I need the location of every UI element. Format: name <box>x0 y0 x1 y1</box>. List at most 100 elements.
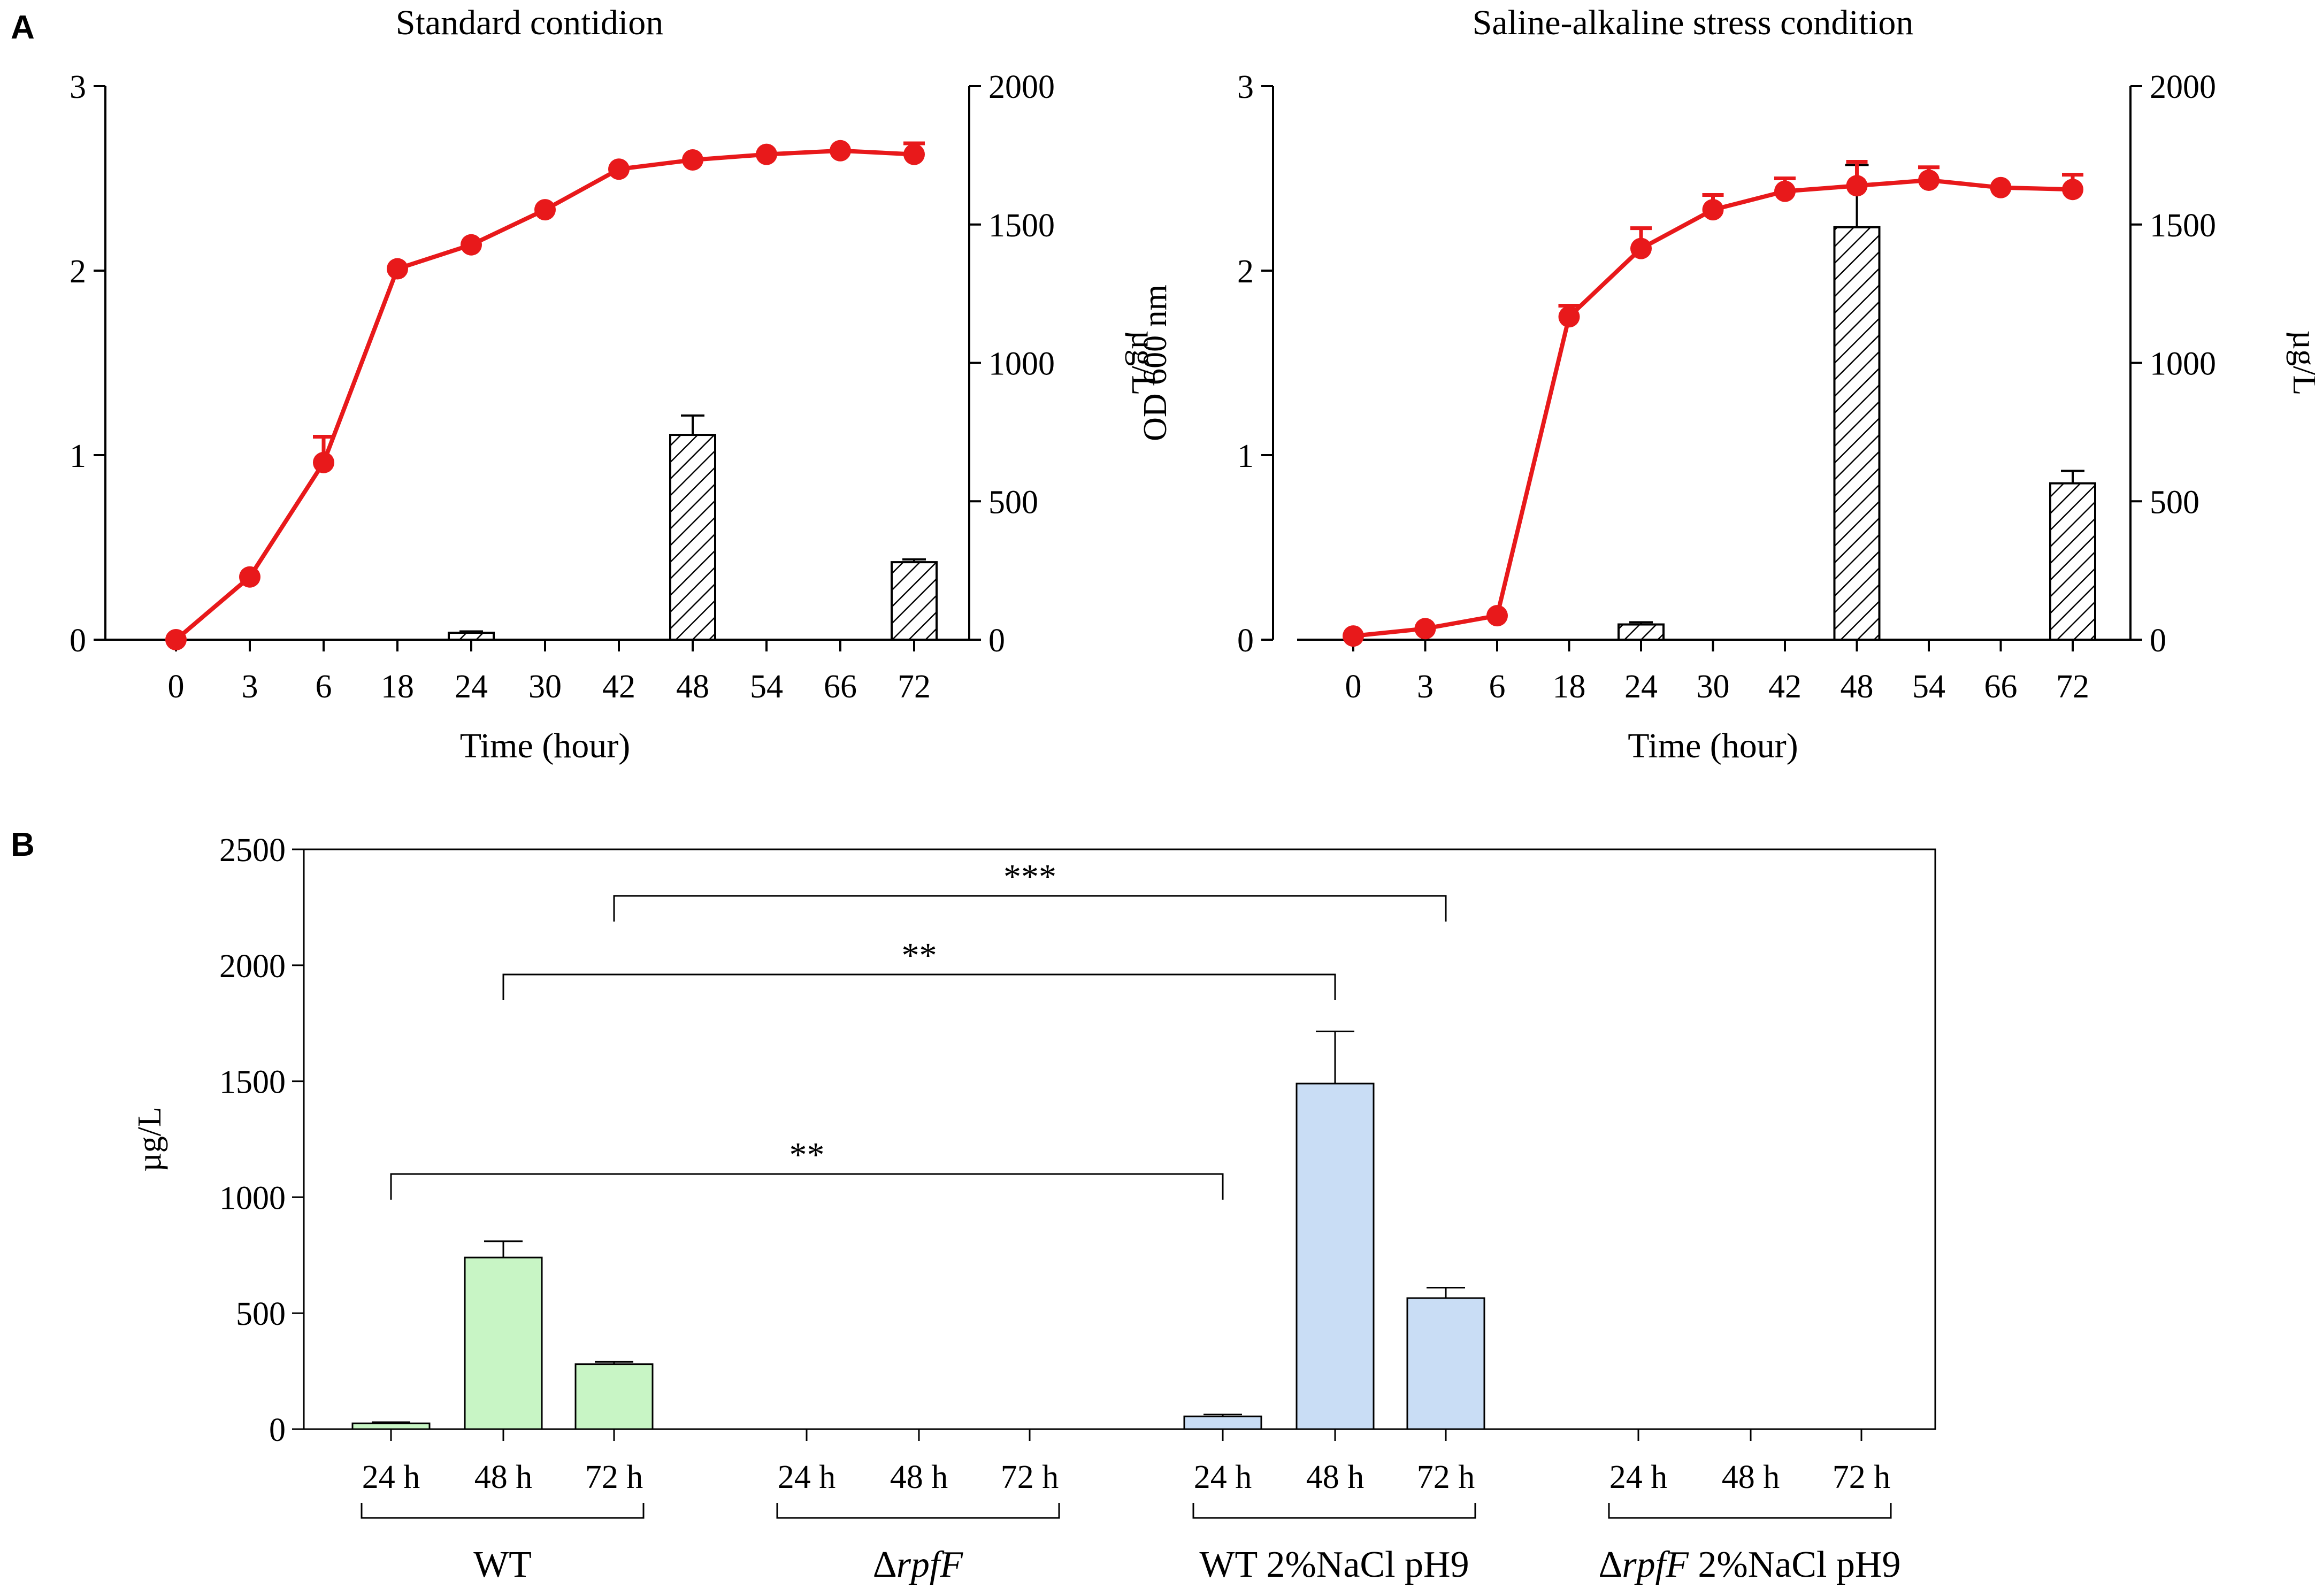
group-bracket <box>776 1503 1060 1519</box>
y-right-tick-label: 500 <box>988 484 1038 520</box>
y-right-tick-label: 1500 <box>988 208 1055 244</box>
x-tick-label: 6 <box>1489 669 1506 705</box>
x-tick-label: 66 <box>1984 669 2018 705</box>
y-left-tick-label: 1 <box>70 438 86 474</box>
od-point <box>387 258 408 280</box>
x-tick-label: 3 <box>242 669 258 705</box>
x-tick-label: 24 h <box>362 1459 420 1495</box>
y-right-tick-label: 500 <box>2150 484 2199 520</box>
significance-bracket <box>502 973 1336 1000</box>
chart-title: Saline-alkaline stress condition <box>1473 3 1914 42</box>
hatched-bar <box>1618 623 1665 641</box>
y-left-axis-label: OD 600 nm <box>0 285 6 441</box>
significance-label: ** <box>902 936 937 975</box>
od-point <box>1414 618 1436 640</box>
y-right-tick-label: 0 <box>2150 623 2166 659</box>
y-left-tick-label: 3 <box>70 69 86 105</box>
x-tick-label: 48 h <box>890 1459 948 1495</box>
significance-bracket <box>613 895 1447 922</box>
y-left-tick-label: 3 <box>1237 69 1254 105</box>
significance-bracket <box>390 1173 1224 1200</box>
od-point <box>830 140 851 162</box>
chart-saline-alkaline-condition: Saline-alkaline stress condition01230500… <box>1137 3 2315 765</box>
group-label: WT <box>473 1544 532 1585</box>
od-point <box>1486 605 1508 627</box>
y-tick-label: 2500 <box>219 832 286 869</box>
od-point <box>682 149 703 171</box>
x-tick-label: 72 <box>898 669 931 705</box>
x-tick-label: 18 <box>1553 669 1586 705</box>
x-tick-label: 24 h <box>778 1459 836 1495</box>
od-point <box>1343 625 1364 647</box>
hatched-bar <box>669 434 716 641</box>
x-tick-label: 66 <box>824 669 857 705</box>
plot-frame <box>303 848 1936 1430</box>
y-right-tick-label: 1500 <box>2150 208 2216 244</box>
significance-label: ** <box>789 1135 825 1175</box>
bar <box>464 1256 543 1430</box>
x-tick-label: 0 <box>1345 669 1362 705</box>
od-point <box>461 234 482 256</box>
od-point <box>756 143 777 165</box>
y-left-axis-label: OD 600 nm <box>1137 285 1174 441</box>
od-point <box>1990 177 2012 198</box>
x-tick-label: 48 h <box>1306 1459 1365 1495</box>
x-tick-label: 72 h <box>1001 1459 1059 1495</box>
x-tick-label: 48 <box>676 669 709 705</box>
significance-label: *** <box>1003 857 1056 896</box>
y-left-tick-label: 1 <box>1237 438 1254 474</box>
od-point <box>313 451 334 473</box>
y-axis-label: µg/L <box>132 1107 168 1172</box>
y-right-tick-label: 2000 <box>988 69 1055 105</box>
x-tick-label: 54 <box>1912 669 1945 705</box>
y-tick-label: 500 <box>236 1296 286 1332</box>
bar <box>1296 1083 1375 1430</box>
x-tick-label: 24 <box>455 669 488 705</box>
x-tick-label: 54 <box>750 669 783 705</box>
x-axis-label: Time (hour) <box>1628 726 1798 765</box>
group-bracket <box>1608 1503 1892 1519</box>
group-label: ∆rpfF <box>873 1544 964 1585</box>
y-right-axis-label: µg/L <box>2286 331 2315 396</box>
od-point <box>1774 180 1796 202</box>
od-point <box>2062 179 2083 201</box>
bar <box>574 1363 654 1430</box>
x-tick-label: 6 <box>316 669 332 705</box>
x-tick-label: 72 h <box>1833 1459 1891 1495</box>
od-point <box>608 158 630 180</box>
x-tick-label: 42 <box>602 669 635 705</box>
x-tick-label: 48 h <box>474 1459 533 1495</box>
y-left-tick-label: 0 <box>1237 623 1254 659</box>
y-right-tick-label: 1000 <box>2150 346 2216 382</box>
y-right-axis-label: µg/L <box>1125 331 1161 396</box>
group-bracket <box>1192 1503 1476 1519</box>
panel-label-b: B <box>11 826 35 863</box>
od-point <box>1702 199 1724 221</box>
hatched-bar <box>1833 226 1881 641</box>
x-tick-label: 24 h <box>1194 1459 1252 1495</box>
group-label: ∆rpfF 2%NaCl pH9 <box>1599 1544 1901 1585</box>
x-tick-label: 48 <box>1841 669 1874 705</box>
x-tick-label: 3 <box>1417 669 1434 705</box>
x-tick-label: 24 h <box>1609 1459 1668 1495</box>
od-point <box>1846 175 1868 197</box>
group-bracket <box>361 1503 645 1519</box>
x-axis-label: Time (hour) <box>460 726 630 765</box>
bar <box>1406 1297 1485 1430</box>
x-tick-label: 72 h <box>1417 1459 1475 1495</box>
x-tick-label: 30 <box>1697 669 1730 705</box>
y-right-tick-label: 1000 <box>988 346 1055 382</box>
y-left-tick-label: 0 <box>70 623 86 659</box>
bar <box>351 1422 431 1430</box>
hatched-bar <box>2049 482 2096 641</box>
chart-group-comparison: 0 500 1000 1500 2000 2500 µg/L 24 h 48 h 72 h WT 24… <box>132 832 1936 1585</box>
od-line <box>174 148 915 642</box>
x-tick-label: 30 <box>528 669 562 705</box>
hatched-bar <box>448 632 495 641</box>
y-right-tick-label: 2000 <box>2150 69 2216 105</box>
group-label: WT 2%NaCl pH9 <box>1199 1544 1469 1585</box>
y-tick-label: 2000 <box>219 948 286 985</box>
x-tick-label: 24 <box>1624 669 1658 705</box>
